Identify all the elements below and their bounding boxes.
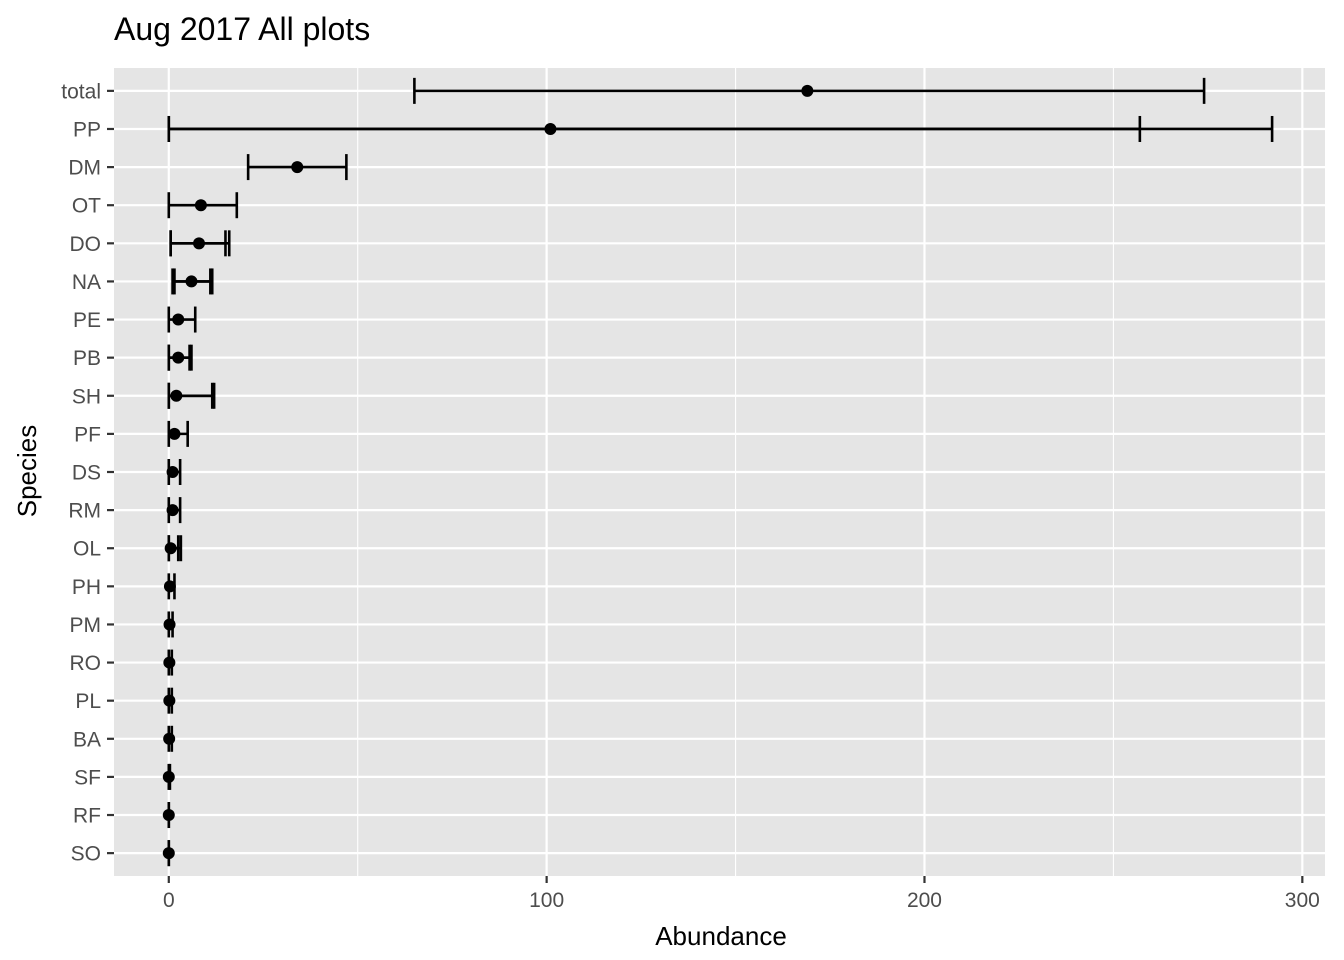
y-tick-label: OL <box>73 538 101 561</box>
point-estimates <box>162 84 814 860</box>
data-point <box>163 732 176 745</box>
data-point <box>801 84 814 97</box>
y-tick-label: DS <box>72 462 101 485</box>
y-tick-label: DO <box>70 233 102 256</box>
y-tick-label: BA <box>73 728 101 751</box>
y-tick-label: SF <box>74 766 101 789</box>
y-tick-label: PF <box>74 423 101 446</box>
data-point <box>163 618 176 631</box>
chart-title: Aug 2017 All plots <box>114 11 370 47</box>
data-point <box>162 847 175 860</box>
y-tick-label: PP <box>73 118 101 141</box>
data-point <box>291 161 304 174</box>
y-tick-label: RO <box>70 652 102 675</box>
y-tick-label: RF <box>73 805 101 828</box>
y-tick-label: DM <box>68 157 101 180</box>
data-point <box>163 580 176 593</box>
data-point <box>166 466 179 478</box>
data-point <box>172 351 185 364</box>
y-tick-label: PL <box>75 690 101 713</box>
data-point <box>170 389 183 402</box>
y-tick-label: NA <box>72 271 101 294</box>
x-axis: 0 100 200 300 <box>163 876 1320 912</box>
x-axis-title: Abundance <box>655 921 787 951</box>
data-point <box>162 770 175 783</box>
x-tick-label: 0 <box>163 889 175 912</box>
data-point <box>163 694 176 707</box>
x-tick-label: 300 <box>1285 889 1320 912</box>
y-axis-title: Species <box>12 425 42 518</box>
y-tick-label: PB <box>73 347 101 370</box>
y-tick-label: SO <box>71 843 101 866</box>
data-point <box>544 122 557 135</box>
y-tick-label: RM <box>68 500 101 523</box>
data-point <box>194 199 207 212</box>
y-tick-label: total <box>61 80 101 103</box>
x-tick-label: 100 <box>529 889 564 912</box>
data-point <box>164 542 177 555</box>
data-point <box>185 275 198 288</box>
y-tick-label: SH <box>72 385 101 408</box>
y-axis: total PP DM OT DO NA PE PB SH PF DS RM OL PH PM RO PL BA S… <box>61 80 114 866</box>
y-tick-label: PM <box>70 614 102 637</box>
data-point <box>193 237 206 250</box>
y-tick-label: PH <box>72 576 101 599</box>
data-point <box>162 809 175 822</box>
x-tick-label: 200 <box>907 889 942 912</box>
data-point <box>168 427 181 440</box>
data-point <box>163 656 176 669</box>
data-point <box>172 313 185 326</box>
data-point <box>166 504 179 517</box>
y-tick-label: PE <box>73 309 101 332</box>
y-tick-label: OT <box>72 195 101 218</box>
